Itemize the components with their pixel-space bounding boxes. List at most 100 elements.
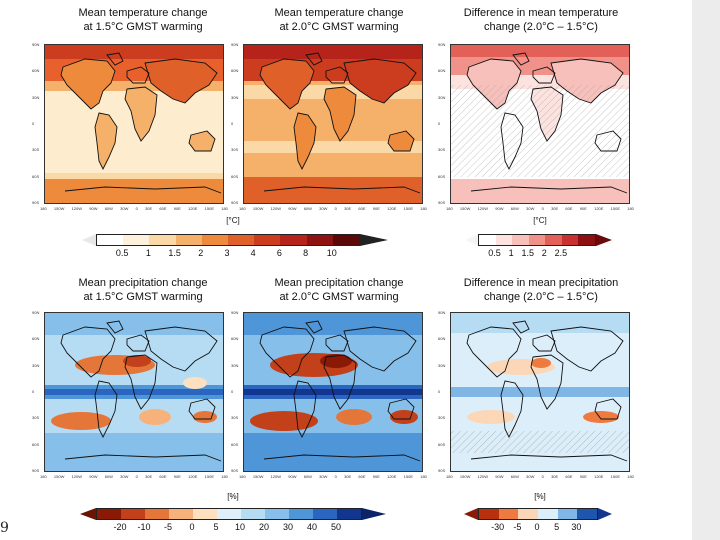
latitude-label: 60N (32, 336, 40, 342)
longitude-label: 180 (239, 206, 246, 211)
colorbar-tick-label: 5 (554, 522, 560, 532)
colorbar-temp-diff-high-tip (596, 234, 612, 246)
colorbar-tick-label: -5 (513, 522, 522, 532)
colorbar-precip-diff-low-tip (464, 508, 478, 520)
map-precip-diff (450, 312, 630, 472)
colorbar-swatch (538, 509, 558, 519)
longitude-label: 120W (270, 474, 282, 479)
longitude-label: 60E (565, 474, 573, 479)
longitude-label: 180 (40, 474, 47, 479)
longitude-label: 90W (288, 474, 297, 479)
page-number: 9 (0, 520, 9, 536)
colorbar-swatch (561, 235, 579, 245)
latitude-label: 30N (231, 362, 239, 368)
latitude-label: 90S (32, 200, 40, 205)
longitude-label: 30W (319, 474, 328, 479)
colorbar-swatch (528, 235, 546, 245)
map-temp-diff (450, 44, 630, 204)
longitude-axis: 180 150W 120W 90W 60W 30W 0 30E 60E 90E 120E 150E 18… (446, 474, 634, 482)
longitude-label: 180 (420, 474, 427, 479)
latitude-label: 60S (32, 173, 40, 179)
latitude-label: 90S (231, 468, 239, 473)
latitude-label: 30N (32, 362, 40, 368)
longitude-label: 120E (387, 474, 397, 479)
colorbar-swatch (201, 235, 229, 245)
latitude-label: 30S (438, 415, 446, 421)
temp-diff-unit-label: [°C] (533, 216, 547, 225)
latitude-label: 90N (438, 42, 446, 47)
colorbar-tick-label: -5 (163, 522, 173, 532)
longitude-label: 90E (372, 206, 380, 211)
colorbar-swatch (337, 509, 361, 519)
latitude-label: 60N (231, 336, 239, 342)
longitude-label: 150E (403, 206, 413, 211)
colorbar-precipitation-ticks: -20 -10 -5 0 5 10 20 30 40 50 (96, 522, 360, 534)
colorbar-tick-label: 0 (534, 522, 540, 532)
longitude-label: 60E (159, 206, 167, 211)
latitude-label: 0 (231, 121, 234, 126)
longitude-label: 150W (53, 474, 65, 479)
panel-title-temp-20: Mean temperature change at 2.0°C GMST war… (274, 7, 404, 33)
latitude-label: 90S (438, 200, 446, 205)
colorbar-swatch (289, 509, 313, 519)
longitude-label: 60W (303, 474, 312, 479)
latitude-label: 30N (438, 94, 446, 100)
longitude-label: 30W (120, 474, 129, 479)
colorbar-swatch (149, 235, 176, 245)
colorbar-temperature-ticks: 0.5 1 1.5 2 3 4 6 8 10 (96, 248, 358, 260)
longitude-label: 120W (71, 474, 83, 479)
latitude-label: 90S (438, 468, 446, 473)
colorbar-tick-label: 3 (224, 248, 230, 258)
colorbar-swatch (495, 235, 513, 245)
colorbar-swatch (254, 235, 281, 245)
latitude-label: 30S (438, 147, 446, 153)
longitude-label: 180 (239, 474, 246, 479)
longitude-label: 30E (145, 206, 153, 211)
latitude-label: 60N (231, 68, 239, 74)
latitude-label: 30N (231, 94, 239, 100)
longitude-label: 90W (495, 474, 504, 479)
longitude-label: 0 (135, 206, 138, 211)
longitude-label: 180 (40, 206, 47, 211)
longitude-axis: 180 150W 120W 90W 60W 30W 0 30E 60E 90E 120E 150E 18… (239, 206, 427, 214)
latitude-label: 0 (32, 389, 35, 394)
latitude-label: 60N (438, 336, 446, 342)
colorbar-swatch (97, 509, 121, 519)
longitude-label: 0 (135, 474, 138, 479)
latitude-label: 60N (32, 68, 40, 74)
colorbar-swatch (193, 509, 217, 519)
colorbar-precipitation-low-tip (80, 508, 96, 520)
colorbar-swatch (145, 509, 169, 519)
colorbar-tick-label: 1 (145, 248, 151, 258)
panel-title-temp-diff: Difference in mean temperature change (2.… (463, 7, 619, 33)
longitude-label: 150W (53, 206, 65, 211)
colorbar-precipitation-high-tip (362, 508, 386, 520)
colorbar-swatch (265, 509, 289, 519)
longitude-label: 150W (459, 474, 471, 479)
longitude-label: 90E (579, 206, 587, 211)
longitude-label: 120W (270, 206, 282, 211)
colorbar-precip-diff (478, 508, 598, 520)
colorbar-swatch (578, 235, 596, 245)
colorbar-swatch (306, 235, 333, 245)
colorbar-tick-label: 4 (250, 248, 256, 258)
longitude-label: 30W (526, 474, 535, 479)
longitude-label: 150E (204, 474, 214, 479)
longitude-label: 0 (334, 206, 337, 211)
longitude-label: 180 (221, 206, 228, 211)
map-temp-20 (243, 44, 423, 204)
colorbar-tick-label: 2 (198, 248, 204, 258)
latitude-label: 90S (231, 200, 239, 205)
map-precip-15 (44, 312, 224, 472)
precip-unit-label: [%] (227, 492, 239, 501)
colorbar-tick-label: 20 (258, 522, 270, 532)
latitude-label: 90S (32, 468, 40, 473)
longitude-label: 60W (510, 206, 519, 211)
longitude-axis: 180 150W 120W 90W 60W 30W 0 30E 60E 90E 120E 150E 18… (40, 474, 228, 482)
colorbar-tick-label: -20 (113, 522, 127, 532)
longitude-axis: 180 150W 120W 90W 60W 30W 0 30E 60E 90E 120E 150E 18… (239, 474, 427, 482)
longitude-label: 180 (420, 206, 427, 211)
longitude-label: 150E (403, 474, 413, 479)
colorbar-tick-label: 30 (282, 522, 294, 532)
colorbar-swatch (228, 235, 255, 245)
